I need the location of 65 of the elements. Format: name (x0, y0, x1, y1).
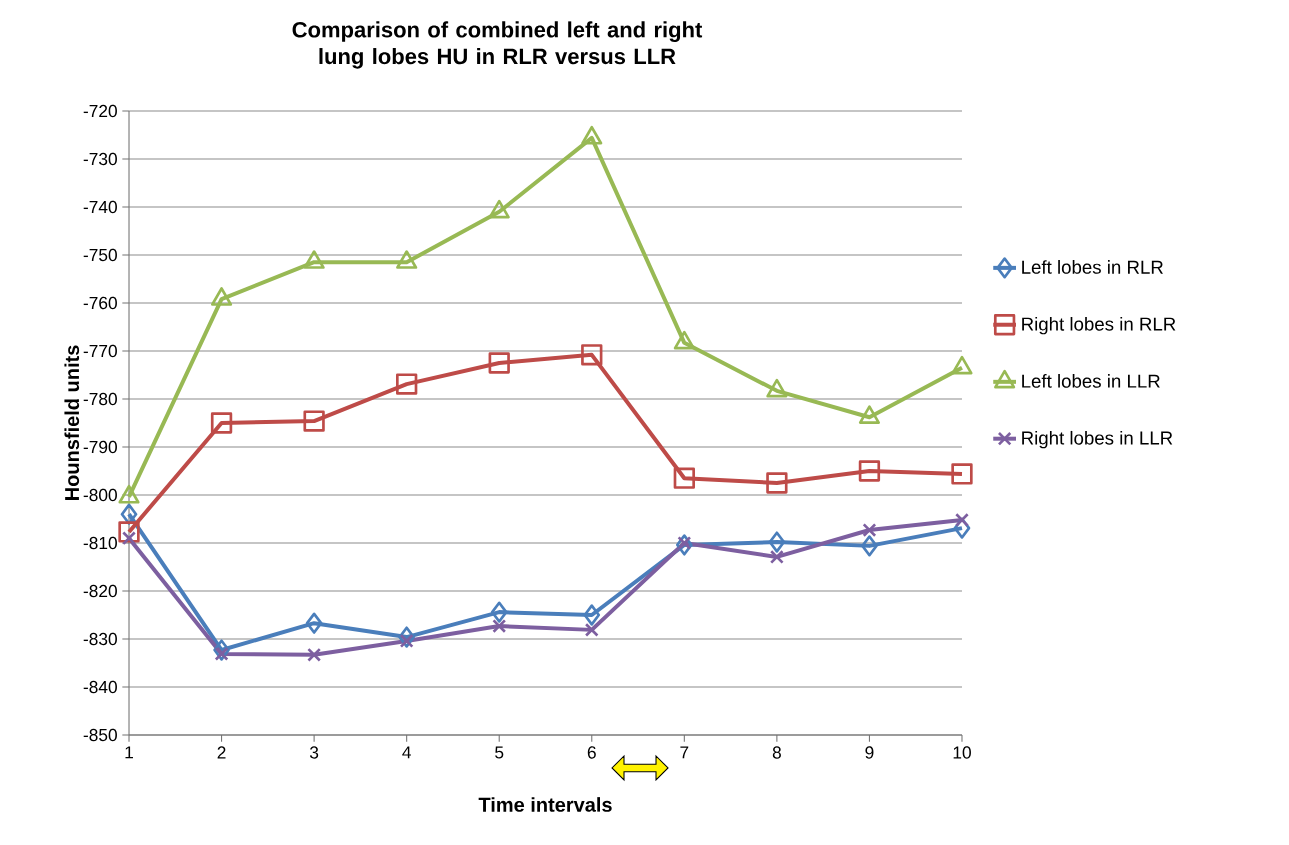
x-tick-label: 4 (402, 746, 411, 759)
point (766, 472, 788, 494)
point (768, 531, 786, 553)
point (122, 531, 137, 546)
x-tick-label: 9 (865, 746, 874, 759)
point (581, 125, 603, 145)
point (677, 536, 692, 550)
legend-label: Right lobes in LLR (1022, 430, 1173, 449)
y-tick-label: -790 (83, 440, 117, 454)
y-tick-label: -800 (83, 488, 117, 502)
y-tick-label: -830 (83, 632, 117, 646)
y-tick-label: -730 (83, 152, 117, 166)
point (488, 352, 510, 374)
y-tick-label: -780 (83, 392, 117, 406)
y-tick-label: -840 (83, 680, 117, 694)
y-tick-label: -740 (83, 200, 117, 214)
point (769, 549, 784, 564)
point (118, 521, 140, 543)
point (399, 633, 414, 648)
point (584, 622, 599, 637)
point (303, 250, 325, 269)
point (214, 646, 229, 661)
y-tick-label: -820 (83, 584, 117, 598)
point (583, 604, 601, 626)
point (673, 330, 695, 350)
y-tick-label: -750 (83, 248, 117, 262)
y-tick-label: -810 (83, 536, 117, 550)
y-axis-title: Hounsfield units (64, 345, 80, 500)
point (396, 373, 418, 395)
x-tick-label: 1 (125, 746, 133, 759)
point (396, 250, 418, 269)
point (951, 463, 973, 485)
point (954, 512, 969, 527)
point (305, 612, 323, 634)
point (210, 412, 233, 434)
y-tick-label: -760 (83, 296, 117, 310)
point (581, 344, 603, 366)
point (492, 619, 507, 634)
x-tick-label: 5 (495, 746, 504, 759)
x-tick-label: 7 (680, 746, 689, 759)
point (858, 405, 881, 424)
point (766, 378, 788, 398)
x-tick-label: 6 (587, 746, 596, 759)
y-tick-label: -770 (83, 344, 117, 358)
x-axis-title: Time intervals (478, 797, 612, 812)
point (210, 287, 233, 306)
point (858, 460, 881, 482)
point (861, 535, 878, 557)
x-tick-label: 2 (217, 746, 226, 759)
x-tick-label: 10 (953, 746, 971, 759)
x-tick-label: 8 (772, 746, 781, 759)
x-tick-label: 3 (309, 746, 319, 759)
y-tick-label: -720 (83, 104, 117, 118)
point (303, 410, 325, 432)
point (307, 647, 322, 662)
point (673, 467, 695, 489)
chart-title: Comparison of combined left and right lung lobes HU in RLR versus LLR (292, 21, 703, 69)
legend-label: Left lobes in RLR (1022, 260, 1163, 274)
point (862, 523, 877, 538)
legend-label: Left lobes in LLR (1022, 374, 1160, 388)
point (488, 199, 510, 219)
legend-label: Right lobes in RLR (1022, 316, 1176, 335)
point (490, 601, 508, 623)
y-tick-label: -850 (83, 728, 117, 742)
point (951, 355, 973, 375)
